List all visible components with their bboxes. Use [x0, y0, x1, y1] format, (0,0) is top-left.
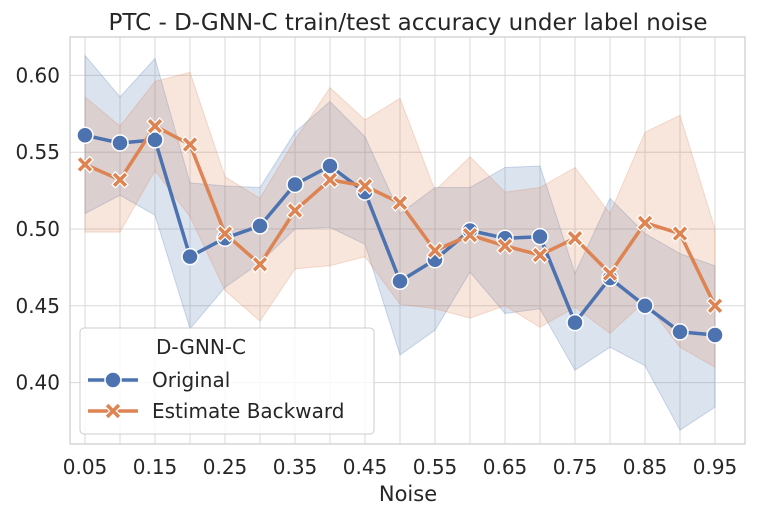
- data-point: [391, 194, 409, 212]
- data-point: [636, 213, 654, 232]
- legend: D-GNN-C Original Estimate Backward: [79, 327, 375, 435]
- y-tick-label: 0.55: [15, 140, 60, 164]
- data-point: [531, 246, 549, 264]
- data-point: [566, 229, 584, 248]
- data-point: [251, 217, 269, 235]
- data-point: [356, 177, 374, 195]
- data-point: [251, 255, 269, 274]
- plot-frame: [69, 36, 746, 445]
- data-point: [706, 326, 724, 344]
- x-tick-label: 0.55: [413, 455, 458, 479]
- data-point: [321, 170, 339, 189]
- x-tick-label: 0.65: [483, 455, 528, 479]
- data-point: [601, 264, 619, 283]
- legend-box: [79, 327, 375, 435]
- data-point: [706, 296, 724, 315]
- data-point: [671, 224, 689, 243]
- x-tick-label: 0.85: [623, 455, 668, 479]
- data-point: [461, 226, 479, 244]
- x-tick-label: 0.05: [63, 455, 108, 479]
- data-point: [181, 135, 199, 154]
- data-point: [181, 247, 199, 266]
- y-tick-labels: 0.40 0.45 0.50 0.55 0.60: [15, 63, 60, 394]
- legend-marker: [104, 371, 122, 389]
- x-tick-label: 0.25: [203, 455, 248, 479]
- x-tick-label: 0.35: [273, 455, 318, 479]
- data-point: [111, 134, 129, 152]
- data-point: [76, 126, 94, 145]
- data-point: [496, 237, 514, 255]
- y-tick-label: 0.60: [15, 63, 60, 87]
- data-point: [216, 224, 234, 243]
- data-point: [426, 241, 444, 260]
- legend-title: D-GNN-C: [156, 335, 246, 359]
- data-point: [671, 323, 689, 341]
- data-point: [636, 297, 654, 315]
- data-point: [321, 157, 339, 175]
- data-point: [391, 272, 409, 290]
- legend-label: Estimate Backward: [152, 399, 344, 423]
- x-axis-label: Noise: [379, 482, 437, 506]
- y-tick-label: 0.40: [15, 371, 60, 395]
- data-point: [286, 201, 304, 220]
- data-point: [566, 313, 584, 332]
- data-point: [531, 227, 549, 246]
- data-point: [146, 117, 164, 135]
- ci-band: [84, 71, 716, 369]
- confidence-bands: [84, 54, 716, 431]
- y-tick-label: 0.50: [15, 217, 60, 241]
- data-point: [286, 175, 304, 194]
- series-markers: [76, 117, 724, 344]
- ci-band: [84, 54, 716, 431]
- x-tick-label: 0.75: [553, 455, 598, 479]
- data-point: [146, 131, 164, 149]
- y-tick-label: 0.45: [15, 294, 60, 318]
- legend-entries: Original Estimate Backward: [88, 368, 344, 423]
- data-point: [111, 170, 129, 189]
- x-tick-label: 0.15: [133, 455, 178, 479]
- x-tick-label: 0.95: [693, 455, 738, 479]
- legend-label: Original: [152, 368, 230, 392]
- data-point: [76, 155, 94, 174]
- x-tick-labels: 0.05 0.15 0.25 0.35 0.45 0.55 0.65 0.75 0.85 0.95: [63, 455, 738, 479]
- legend-marker: [104, 402, 122, 420]
- chart-title: PTC - D-GNN-C train/test accuracy under …: [109, 10, 708, 36]
- x-tick-label: 0.45: [343, 455, 388, 479]
